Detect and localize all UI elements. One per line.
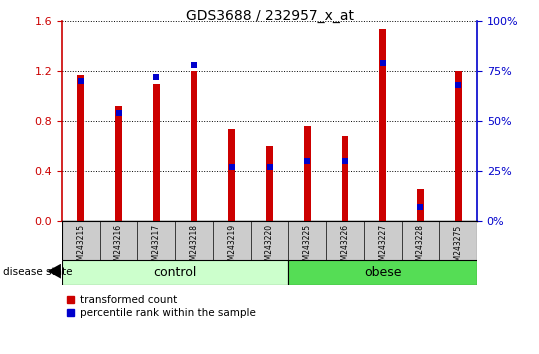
Polygon shape bbox=[47, 264, 61, 279]
Bar bbox=[379, 29, 386, 221]
Text: GSM243216: GSM243216 bbox=[114, 224, 123, 270]
Point bbox=[416, 204, 425, 210]
Bar bbox=[115, 106, 122, 221]
Bar bbox=[455, 71, 461, 221]
Text: GSM243275: GSM243275 bbox=[454, 224, 462, 270]
Text: GDS3688 / 232957_x_at: GDS3688 / 232957_x_at bbox=[185, 9, 354, 23]
Text: obese: obese bbox=[364, 266, 402, 279]
Point bbox=[190, 62, 198, 68]
Point bbox=[152, 74, 161, 80]
Bar bbox=[304, 126, 310, 221]
Text: disease state: disease state bbox=[3, 267, 72, 277]
Point bbox=[378, 61, 387, 66]
Legend: transformed count, percentile rank within the sample: transformed count, percentile rank withi… bbox=[67, 296, 255, 318]
Bar bbox=[191, 71, 197, 221]
Text: GSM243215: GSM243215 bbox=[77, 224, 85, 270]
Bar bbox=[342, 136, 348, 221]
Text: GSM243218: GSM243218 bbox=[190, 224, 198, 270]
Bar bbox=[417, 189, 424, 221]
Bar bbox=[229, 129, 235, 221]
Bar bbox=[78, 75, 84, 221]
Text: GSM243217: GSM243217 bbox=[152, 224, 161, 270]
Text: GSM243225: GSM243225 bbox=[303, 224, 312, 270]
Bar bbox=[153, 84, 160, 221]
Bar bbox=[288, 260, 477, 285]
Text: control: control bbox=[154, 266, 197, 279]
Text: GSM243220: GSM243220 bbox=[265, 224, 274, 270]
Point bbox=[114, 110, 123, 116]
Point bbox=[77, 79, 85, 84]
Point bbox=[303, 159, 312, 164]
Point bbox=[454, 82, 462, 88]
Text: GSM243219: GSM243219 bbox=[227, 224, 236, 270]
Bar bbox=[266, 146, 273, 221]
Text: GSM243228: GSM243228 bbox=[416, 224, 425, 270]
Point bbox=[265, 164, 274, 170]
Text: GSM243226: GSM243226 bbox=[341, 224, 349, 270]
Point bbox=[341, 159, 349, 164]
Text: GSM243227: GSM243227 bbox=[378, 224, 387, 270]
Bar bbox=[62, 221, 477, 260]
Bar bbox=[62, 260, 288, 285]
Point bbox=[227, 164, 236, 170]
